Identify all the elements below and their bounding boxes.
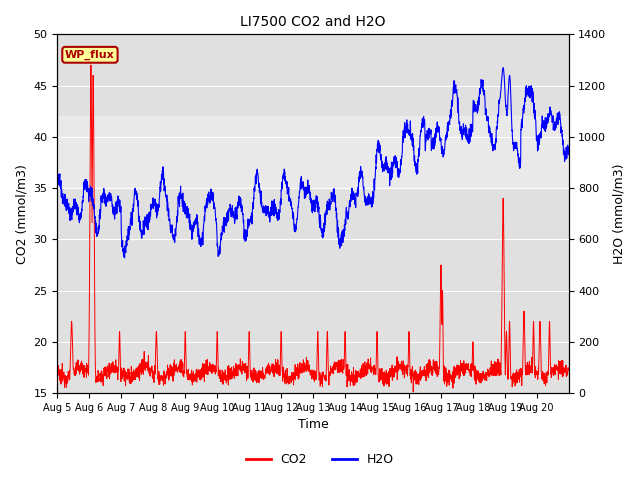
Y-axis label: H2O (mmol/m3): H2O (mmol/m3)	[612, 164, 625, 264]
Y-axis label: CO2 (mmol/m3): CO2 (mmol/m3)	[15, 164, 28, 264]
Bar	[58, 116, 568, 188]
X-axis label: Time: Time	[298, 419, 328, 432]
Title: LI7500 CO2 and H2O: LI7500 CO2 and H2O	[240, 15, 386, 29]
Legend: CO2, H2O: CO2, H2O	[241, 448, 399, 471]
Text: WP_flux: WP_flux	[65, 49, 115, 60]
